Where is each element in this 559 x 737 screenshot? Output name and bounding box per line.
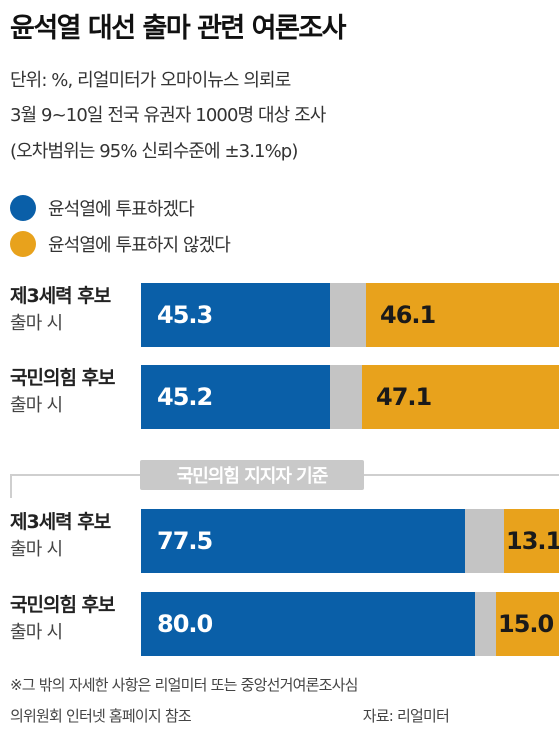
section-divider-left — [10, 474, 140, 476]
data-label-no: 47.1 — [376, 383, 432, 411]
bar-segment-no: 46.1 — [366, 283, 559, 347]
data-label-no: 15.0 — [498, 610, 554, 638]
row-label-main: 국민의힘 후보 — [10, 594, 115, 616]
bar-segment-other — [465, 509, 504, 573]
row-label-sub: 출마 시 — [10, 539, 63, 560]
bar-segment-other — [330, 283, 366, 347]
section-label-supporters: 국민의힘 지지자 기준 — [140, 460, 364, 490]
bar-segment-other — [475, 592, 496, 656]
bar-segment-yes: 45.2 — [141, 365, 330, 429]
row-label-2: 제3세력 후보 출마 시 — [10, 508, 111, 564]
bar-segment-no: 13.1 — [504, 509, 559, 573]
legend-label-yes: 윤석열에 투표하겠다 — [48, 199, 195, 220]
row-label-3: 국민의힘 후보 출마 시 — [10, 591, 115, 647]
legend-swatch-no — [10, 231, 36, 257]
row-label-main: 국민의힘 후보 — [10, 367, 115, 389]
footnote-line-1: ※그 밖의 자세한 사항은 리얼미터 또는 중앙선거여론조사심 — [10, 676, 358, 694]
bar-segment-yes: 77.5 — [141, 509, 465, 573]
row-label-sub: 출마 시 — [10, 622, 63, 643]
legend-label-no: 윤석열에 투표하지 않겠다 — [48, 235, 231, 256]
legend-swatch-yes — [10, 195, 36, 221]
chart-title: 윤석열 대선 출마 관련 여론조사 — [10, 13, 347, 44]
stacked-bar: 80.0 15.0 — [141, 592, 559, 656]
row-label-main: 제3세력 후보 — [10, 511, 111, 533]
section-divider-right — [364, 474, 559, 476]
subtitle-unit: 단위: %, 리얼미터가 오마이뉴스 의뢰로 — [10, 70, 291, 91]
row-label-main: 제3세력 후보 — [10, 285, 111, 307]
legend-item-no: 윤석열에 투표하지 않겠다 — [10, 229, 231, 259]
row-label-sub: 출마 시 — [10, 395, 63, 416]
bar-segment-yes: 45.3 — [141, 283, 330, 347]
stacked-bar: 77.5 13.1 — [141, 509, 559, 573]
row-label-0: 제3세력 후보 출마 시 — [10, 282, 111, 338]
stacked-bar: 45.2 47.1 — [141, 365, 559, 429]
footnote-line-2: 의위원회 인터넷 홈페이지 참조 — [10, 707, 192, 725]
data-label-no: 13.1 — [506, 527, 559, 555]
subtitle-survey: 3월 9~10일 전국 유권자 1000명 대상 조사 — [10, 105, 326, 126]
bar-segment-no: 15.0 — [496, 592, 559, 656]
data-label-yes: 45.3 — [157, 301, 213, 329]
bar-segment-no: 47.1 — [362, 365, 559, 429]
subtitle-margin: (오차범위는 95% 신뢰수준에 ±3.1%p) — [10, 141, 298, 162]
bar-segment-yes: 80.0 — [141, 592, 475, 656]
row-label-1: 국민의힘 후보 출마 시 — [10, 364, 115, 420]
data-label-yes: 45.2 — [157, 383, 213, 411]
source-credit: 자료: 리얼미터 — [362, 707, 450, 725]
legend-item-yes: 윤석열에 투표하겠다 — [10, 193, 195, 223]
row-label-sub: 출마 시 — [10, 313, 63, 334]
stacked-bar: 45.3 46.1 — [141, 283, 559, 347]
section-bracket-tick — [10, 474, 12, 498]
data-label-no: 46.1 — [380, 301, 436, 329]
data-label-yes: 77.5 — [157, 527, 213, 555]
data-label-yes: 80.0 — [157, 610, 213, 638]
bar-segment-other — [330, 365, 362, 429]
